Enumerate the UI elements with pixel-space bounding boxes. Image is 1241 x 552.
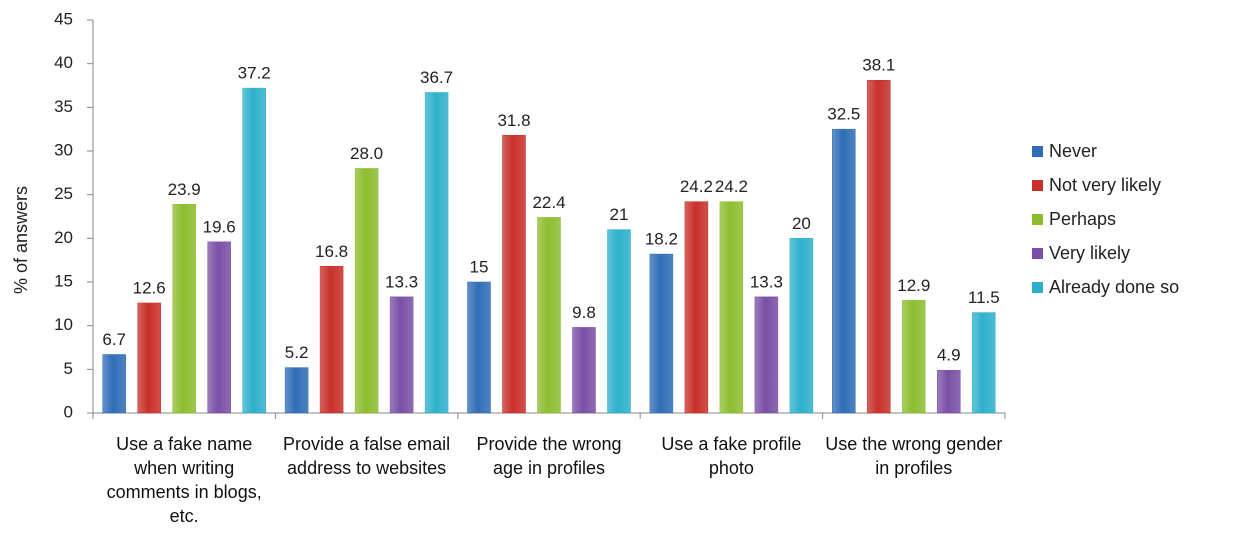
- y-tick-label: 30: [54, 140, 73, 159]
- bar: [607, 229, 631, 414]
- data-label: 19.6: [203, 217, 236, 236]
- data-label: 32.5: [827, 105, 860, 124]
- data-label: 22.4: [532, 193, 565, 212]
- bar: [424, 92, 449, 414]
- y-tick-label: 40: [54, 53, 73, 72]
- data-label: 24.2: [680, 177, 713, 196]
- x-tick-label: Use a fake profile photo: [661, 434, 802, 478]
- y-axis-label: % of answers: [11, 186, 31, 294]
- y-tick-label: 25: [54, 184, 73, 203]
- data-label: 11.5: [968, 288, 1000, 307]
- data-label: 16.8: [315, 242, 348, 261]
- legend-label: Not very likely: [1049, 175, 1161, 195]
- y-tick-label: 0: [64, 402, 73, 421]
- y-tick-label: 35: [54, 97, 73, 116]
- bar: [972, 312, 996, 414]
- x-tick-label: Provide the wrong age in profiles: [476, 434, 622, 478]
- legend-swatch: [1032, 180, 1043, 191]
- bar: [789, 238, 814, 414]
- x-tick-label: Use the wrong gender in profiles: [825, 434, 1003, 478]
- data-label: 20: [792, 214, 811, 233]
- bar: [937, 369, 961, 414]
- bar: [389, 296, 414, 414]
- legend-swatch: [1032, 146, 1043, 157]
- data-label: 18.2: [645, 230, 678, 249]
- data-label: 12.6: [133, 278, 166, 297]
- data-label: 13.3: [750, 272, 783, 291]
- legend-swatch: [1032, 214, 1043, 225]
- bar: [832, 128, 856, 414]
- legend-label: Never: [1049, 141, 1097, 161]
- y-tick-label: 10: [54, 315, 73, 334]
- data-label: 6.7: [102, 330, 126, 349]
- bar: [537, 217, 561, 414]
- data-label: 15: [470, 257, 489, 276]
- bar: [684, 201, 709, 414]
- legend-label: Very likely: [1049, 243, 1130, 263]
- data-label: 37.2: [238, 64, 271, 83]
- bar: [649, 253, 674, 414]
- bar: [467, 281, 491, 414]
- bar: [284, 367, 309, 414]
- bar: [572, 327, 596, 414]
- y-tick-label: 45: [54, 9, 73, 28]
- data-label: 9.8: [572, 303, 596, 322]
- data-label: 24.2: [715, 177, 748, 196]
- y-tick-label: 20: [54, 228, 73, 247]
- legend-swatch: [1032, 282, 1043, 293]
- bar: [207, 241, 231, 414]
- data-label: 28.0: [350, 144, 383, 163]
- bar: [719, 201, 744, 414]
- x-tick-label: Use a fake name when writing comments in…: [106, 434, 262, 526]
- bar: [242, 87, 266, 414]
- data-label: 31.8: [497, 111, 530, 130]
- legend-label: Perhaps: [1049, 209, 1116, 229]
- bar: [867, 80, 891, 414]
- data-label: 13.3: [385, 272, 418, 291]
- y-tick-label: 5: [64, 359, 73, 378]
- bar: [502, 135, 526, 414]
- bar: [319, 266, 344, 414]
- data-label: 4.9: [937, 346, 961, 365]
- data-label: 38.1: [862, 56, 895, 75]
- data-label: 12.9: [897, 276, 930, 295]
- x-tick-label: Provide a false email address to website…: [283, 434, 451, 478]
- data-label: 36.7: [420, 68, 453, 87]
- bar: [354, 168, 379, 414]
- y-tick-label: 15: [54, 271, 73, 290]
- bar: [902, 300, 926, 414]
- bar: [102, 354, 126, 414]
- legend-label: Already done so: [1049, 277, 1179, 297]
- legend-swatch: [1032, 248, 1043, 259]
- data-label: 23.9: [168, 180, 201, 199]
- data-label: 5.2: [285, 343, 309, 362]
- bar: [137, 302, 161, 414]
- bar: [172, 204, 196, 414]
- bar: [754, 296, 779, 414]
- data-label: 21: [610, 205, 629, 224]
